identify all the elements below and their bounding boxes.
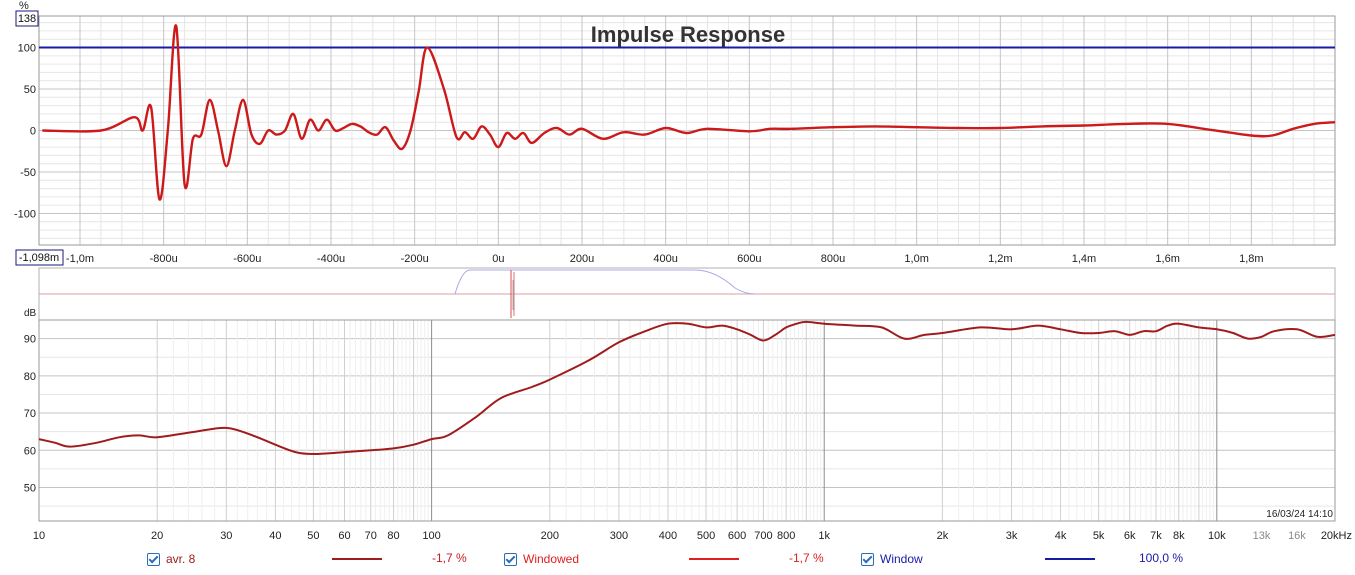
- freq-x-tick-label: 2k: [937, 530, 949, 542]
- freq-x-tick-label: 100: [422, 530, 440, 542]
- impulse-x-ticks: -1,0m -800u -600u -400u -200u 0u 200u 400u 600u 8…: [66, 253, 1264, 265]
- legend-label-window: Window: [880, 552, 923, 566]
- legend-swatch-avr: [332, 558, 382, 560]
- legend-value-avr: -1,7 %: [432, 551, 467, 565]
- checkbox-windowed[interactable]: [504, 552, 517, 566]
- avr-frequency-response-line: [38, 320, 1336, 455]
- impulse-x-tick-label: -200u: [401, 253, 429, 265]
- x-min-box[interactable]: [15, 249, 64, 266]
- impulse-y-tick-label: 50: [24, 84, 36, 96]
- impulse-y-tick-label: 100: [18, 43, 36, 55]
- freq-x-tick-label: 10k: [1208, 530, 1226, 542]
- impulse-x-tick-label: 1,0m: [904, 253, 928, 265]
- freq-x-tick-label: 700: [754, 530, 772, 542]
- freq-x-tick-label: 16k: [1288, 530, 1306, 542]
- freq-x-tick-label: 6k: [1124, 530, 1136, 542]
- freq-x-tick-label: 3k: [1006, 530, 1018, 542]
- window-overview: dB: [24, 267, 1336, 321]
- freq-x-tick-label: 20kHz: [1321, 530, 1352, 542]
- impulse-x-tick-label: 800u: [821, 253, 845, 265]
- impulse-x-tick-label: 0u: [492, 253, 504, 265]
- freq-x-tick-label: 10: [33, 530, 45, 542]
- freq-y-tick-label: 50: [24, 483, 36, 495]
- freq-x-tick-label: 80: [387, 530, 399, 542]
- checkbox-avr[interactable]: [147, 552, 160, 566]
- freq-x-tick-label: 60: [338, 530, 350, 542]
- freq-x-tick-label: 5k: [1093, 530, 1105, 542]
- y-max-value: 138: [18, 13, 36, 25]
- impulse-x-tick-label: -800u: [150, 253, 178, 265]
- freq-x-tick-label: 1k: [818, 530, 830, 542]
- checkbox-window[interactable]: [861, 552, 874, 566]
- impulse-grid: [39, 16, 1336, 245]
- freq-x-tick-label: 400: [659, 530, 677, 542]
- impulse-y-tick-label: -100: [14, 208, 36, 220]
- impulse-x-tick-label: 1,2m: [988, 253, 1012, 265]
- impulse-series: [39, 24, 1336, 201]
- legend-item-windowed[interactable]: Windowed: [504, 551, 579, 567]
- legend-label-windowed: Windowed: [523, 552, 580, 566]
- freq-y-tick-label: 70: [24, 408, 36, 420]
- window-shape-line: [454, 269, 756, 295]
- freq-x-tick-label: 8k: [1173, 530, 1185, 542]
- freq-x-tick-label: 50: [307, 530, 319, 542]
- freq-y-ticks: 90 80 70 60 50: [24, 334, 36, 495]
- timestamp: 16/03/24 14:10: [1266, 509, 1333, 520]
- legend-value-window: 100,0 %: [1139, 551, 1184, 565]
- y-max-box[interactable]: [15, 10, 39, 27]
- freq-x-tick-label: 200: [541, 530, 559, 542]
- freq-x-tick-label: 600: [728, 530, 746, 542]
- freq-x-tick-label: 4k: [1055, 530, 1067, 542]
- legend-swatch-windowed: [689, 558, 739, 560]
- legend-swatch-window: [1045, 558, 1095, 560]
- impulse-x-tick-label: 200u: [570, 253, 594, 265]
- windowed-impulse-line: [42, 24, 1336, 201]
- window-panel-unit: dB: [24, 308, 37, 319]
- freq-y-tick-label: 60: [24, 445, 36, 457]
- freq-grid: [38, 319, 1336, 521]
- impulse-x-tick-label: 1,8m: [1239, 253, 1263, 265]
- freq-x-tick-label: 800: [777, 530, 795, 542]
- impulse-y-ticks: 100 50 0 -50 -100: [14, 43, 36, 221]
- impulse-plot-frame: [38, 15, 1336, 246]
- freq-y-tick-label: 90: [24, 334, 36, 346]
- legend-label-avr: avr. 8: [166, 552, 196, 566]
- x-min-value: -1,098m: [19, 252, 59, 264]
- freq-x-tick-label: 500: [697, 530, 715, 542]
- freq-x-tick-label: 7k: [1150, 530, 1162, 542]
- freq-series: [38, 320, 1336, 455]
- freq-plot-frame: [38, 319, 1336, 522]
- impulse-x-tick-label: 400u: [653, 253, 677, 265]
- impulse-x-tick-label: -1,0m: [66, 253, 94, 265]
- freq-x-tick-label: 300: [610, 530, 628, 542]
- impulse-y-tick-label: 0: [30, 126, 36, 138]
- freq-x-tick-label: 30: [220, 530, 232, 542]
- impulse-x-tick-label: -400u: [317, 253, 345, 265]
- freq-y-tick-label: 80: [24, 371, 36, 383]
- impulse-x-tick-label: 1,6m: [1155, 253, 1179, 265]
- freq-x-tick-label: 70: [365, 530, 377, 542]
- legend-value-windowed: -1,7 %: [789, 551, 824, 565]
- freq-x-ticks: 10 20 30 40 50 60 70 80 100 200 300 400 500 600 700 800…: [33, 530, 1352, 542]
- freq-x-tick-label: 20: [151, 530, 163, 542]
- impulse-x-tick-label: 1,4m: [1072, 253, 1096, 265]
- legend-item-avr[interactable]: avr. 8: [147, 551, 195, 567]
- chart-title: Impulse Response: [591, 22, 785, 47]
- impulse-y-unit: %: [19, 0, 29, 12]
- impulse-x-tick-label: -600u: [233, 253, 261, 265]
- freq-x-tick-label: 40: [269, 530, 281, 542]
- legend-item-window[interactable]: Window: [861, 551, 923, 567]
- impulse-x-tick-label: 600u: [737, 253, 761, 265]
- freq-x-tick-label: 13k: [1253, 530, 1271, 542]
- impulse-y-tick-label: -50: [20, 167, 36, 179]
